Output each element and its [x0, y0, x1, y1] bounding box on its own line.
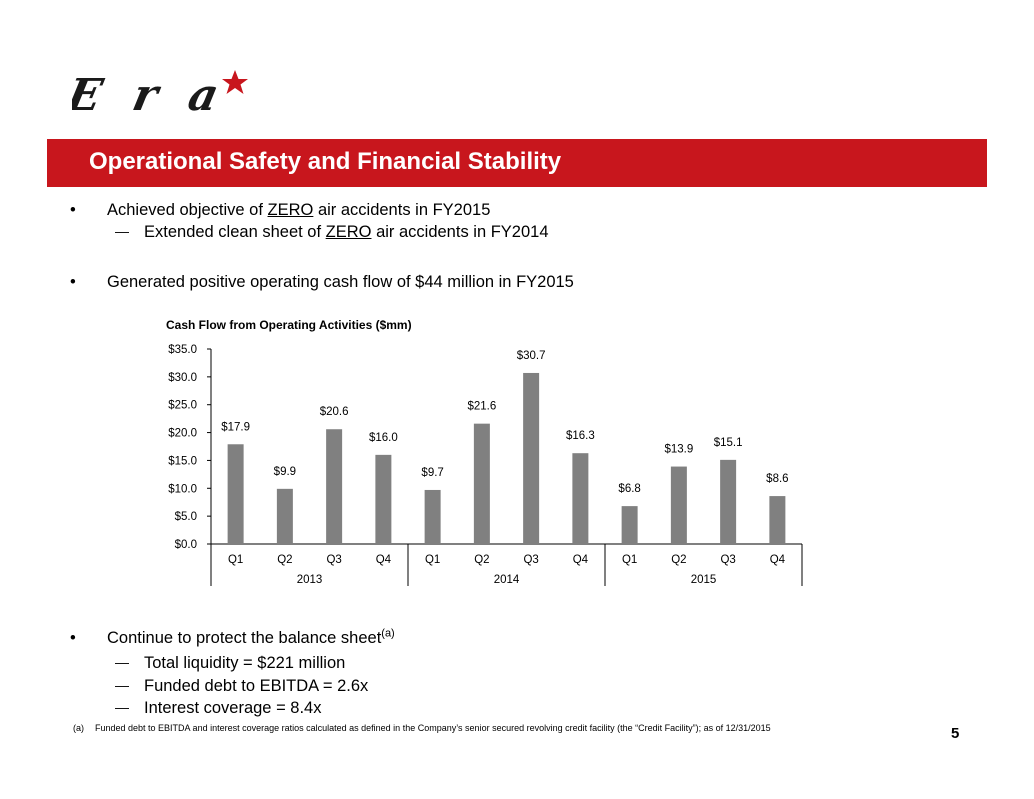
- sub-bullet-marker: —: [115, 677, 129, 693]
- era-logo: Era: [72, 69, 248, 120]
- x-tick-label: Q1: [228, 554, 243, 566]
- x-tick-label: Q2: [277, 554, 292, 566]
- x-tick-label: Q1: [425, 554, 440, 566]
- x-tick-label: Q3: [326, 554, 341, 566]
- bar: [276, 488, 293, 544]
- bullet-marker: •: [70, 273, 76, 291]
- data-label: $8.6: [766, 473, 788, 485]
- y-tick-label: $10.0: [168, 483, 197, 495]
- sub-bullet-marker: —: [115, 223, 129, 239]
- bar: [720, 459, 737, 544]
- x-tick-label: Q4: [573, 554, 589, 566]
- x-tick-label: Q2: [671, 554, 686, 566]
- data-label: $30.7: [517, 350, 546, 362]
- x-tick-label: Q3: [523, 554, 538, 566]
- page-title: Operational Safety and Financial Stabili…: [89, 148, 562, 175]
- bar: [523, 372, 540, 544]
- footnote: (a) Funded debt to EBITDA and interest co…: [73, 723, 771, 733]
- bullet-marker: •: [70, 629, 76, 647]
- chart-title: Cash Flow from Operating Activities ($mm…: [166, 318, 412, 332]
- bar: [424, 489, 441, 544]
- data-label: $15.1: [714, 437, 743, 449]
- title-banner: Operational Safety and Financial Stabili…: [47, 139, 987, 187]
- group-label: 2013: [297, 574, 323, 586]
- y-tick-label: $5.0: [175, 511, 197, 523]
- x-tick-label: Q3: [720, 554, 735, 566]
- bar: [227, 444, 244, 544]
- bar: [326, 429, 343, 544]
- bullet-marker: •: [70, 201, 76, 219]
- page-number: 5: [951, 725, 960, 742]
- footnote-ref: (a): [381, 627, 395, 640]
- footnote-mark: (a): [73, 723, 84, 733]
- data-label: $17.9: [221, 421, 250, 433]
- group-label: 2015: [691, 574, 717, 586]
- y-tick-label: $25.0: [168, 400, 197, 412]
- bar: [769, 496, 786, 544]
- data-label: $20.6: [320, 406, 349, 418]
- data-label: $21.6: [467, 401, 496, 413]
- bar: [621, 506, 638, 544]
- emphasis-zero: ZERO: [267, 201, 314, 219]
- star-icon: [222, 70, 248, 94]
- group-label: 2014: [494, 574, 520, 586]
- x-tick-label: Q4: [770, 554, 786, 566]
- data-label: $16.3: [566, 430, 595, 442]
- data-label: $9.7: [421, 467, 443, 479]
- x-tick-label: Q4: [376, 554, 392, 566]
- logo-text: Era: [72, 69, 223, 120]
- y-tick-label: $35.0: [168, 344, 197, 356]
- data-label: $13.9: [664, 444, 693, 456]
- data-label: $16.0: [369, 432, 398, 444]
- emphasis-zero: ZERO: [325, 223, 372, 241]
- x-tick-label: Q1: [622, 554, 637, 566]
- x-tick-label: Q2: [474, 554, 489, 566]
- sub-bullet-marker: —: [115, 699, 129, 715]
- y-tick-label: $15.0: [168, 455, 197, 467]
- data-label: $6.8: [618, 483, 640, 495]
- y-tick-label: $20.0: [168, 428, 197, 440]
- bar: [473, 423, 490, 544]
- bar: [375, 454, 392, 544]
- data-label: $9.9: [274, 466, 296, 478]
- y-tick-label: $0.0: [175, 539, 197, 551]
- bar: [670, 466, 687, 544]
- footnote-text: Funded debt to EBITDA and interest cover…: [95, 723, 771, 733]
- y-tick-label: $30.0: [168, 372, 197, 384]
- sub-bullet-marker: —: [115, 654, 129, 670]
- bar: [572, 453, 589, 544]
